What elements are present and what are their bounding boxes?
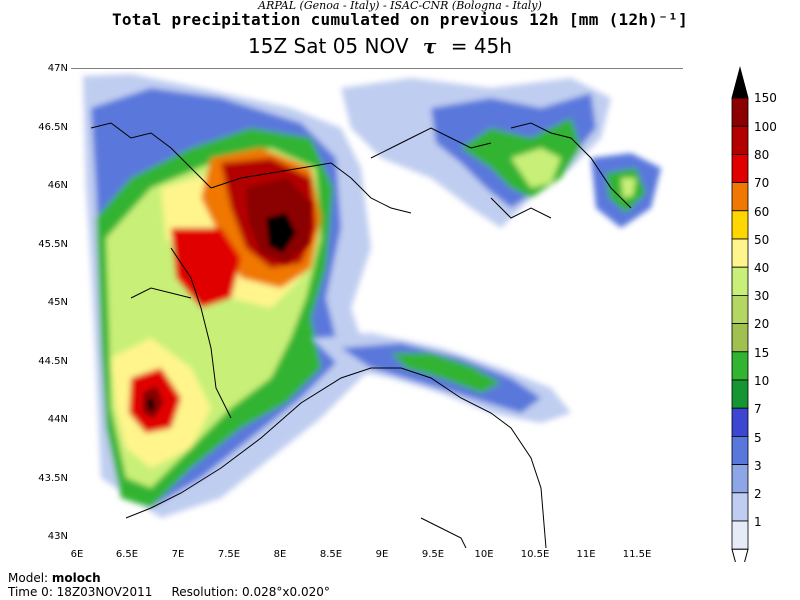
map-title: Total precipitation cumulated on previou… <box>111 10 689 29</box>
lat-label-44N: 44N <box>47 414 68 425</box>
colorbar-swatch <box>731 435 749 465</box>
colorbar-label-80: 80 <box>754 148 770 162</box>
colorbar-swatch <box>731 182 749 212</box>
lat-label-47N: 47N <box>47 63 68 74</box>
valid-time-line: 15Z Sat 05 NOV τ = 45h <box>0 34 760 58</box>
colorbar-swatch <box>731 210 749 240</box>
eastern-precipitation <box>311 78 661 423</box>
precipitation-core <box>143 178 311 418</box>
lat-label-45N: 45N <box>47 297 68 308</box>
colorbar-swatch <box>731 351 749 381</box>
model-line: Model: moloch <box>8 571 101 585</box>
lon-label-9.5E: 9.5E <box>421 549 445 560</box>
colorbar-swatch <box>731 154 749 184</box>
tau-value: = 45h <box>450 34 512 58</box>
time0: Time 0: 18Z03NOV2011 <box>8 585 153 599</box>
colorbar-top-arrow <box>731 66 749 99</box>
lon-label-10E: 10E <box>474 549 494 560</box>
colorbar-label-70: 70 <box>754 176 770 190</box>
colorbar-swatch <box>731 379 749 409</box>
lon-label-11.5E: 11.5E <box>622 549 652 560</box>
lon-label-8.5E: 8.5E <box>319 549 343 560</box>
colorbar-swatch <box>731 266 749 296</box>
lon-label-9E: 9E <box>375 549 389 560</box>
colorbar-label-60: 60 <box>754 205 770 219</box>
colorbar-label-15: 15 <box>754 346 770 360</box>
coastlines-borders <box>90 122 632 548</box>
colorbar-bottom-arrow <box>731 548 749 562</box>
colorbar-label-10: 10 <box>754 374 770 388</box>
model-name: moloch <box>51 571 101 585</box>
colorbar-label-100: 100 <box>754 120 777 134</box>
tau-symbol: τ <box>422 34 437 58</box>
colorbar-label-1: 1 <box>754 515 762 529</box>
colorbar-label-7: 7 <box>754 402 762 416</box>
colorbar-swatch <box>731 125 749 155</box>
model-label: Model: <box>8 571 49 585</box>
colorbar-swatch <box>731 238 749 268</box>
resolution: Resolution: 0.028°x0.020° <box>171 585 330 599</box>
colorbar-swatch <box>731 492 749 522</box>
colorbar-label-2: 2 <box>754 487 762 501</box>
colorbar-swatch <box>731 294 749 324</box>
lat-label-46N: 46N <box>47 180 68 191</box>
lon-label-10.5E: 10.5E <box>520 549 550 560</box>
valid-time: 15Z Sat 05 NOV <box>248 34 409 58</box>
colorbar-swatch <box>731 97 749 127</box>
colorbar-label-150: 150 <box>754 91 777 105</box>
lon-label-7.5E: 7.5E <box>217 549 241 560</box>
lat-label-46.5N: 46.5N <box>38 122 68 133</box>
lat-label-43.5N: 43.5N <box>38 473 68 484</box>
lat-label-45.5N: 45.5N <box>38 239 68 250</box>
lon-label-11E: 11E <box>576 549 596 560</box>
precipitation-map <box>71 68 683 548</box>
lon-label-8E: 8E <box>273 549 287 560</box>
colorbar-label-3: 3 <box>754 459 762 473</box>
colorbar-label-20: 20 <box>754 317 770 331</box>
colorbar-swatch <box>731 323 749 353</box>
colorbar-label-5: 5 <box>754 431 762 445</box>
colorbar-label-30: 30 <box>754 289 770 303</box>
colorbar-swatches <box>731 66 749 562</box>
lat-label-44.5N: 44.5N <box>38 356 68 367</box>
colorbar-swatch <box>731 464 749 494</box>
colorbar-swatch <box>731 407 749 437</box>
lon-label-6.5E: 6.5E <box>115 549 139 560</box>
colorbar <box>731 66 749 562</box>
agencies-line: ARPAL (Genoa - Italy) - ISAC-CNR (Bologn… <box>258 0 542 12</box>
colorbar-swatch <box>731 520 749 550</box>
colorbar-label-40: 40 <box>754 261 770 275</box>
lon-label-6E: 6E <box>70 549 84 560</box>
lon-label-7E: 7E <box>171 549 185 560</box>
lat-label-43N: 43N <box>47 531 68 542</box>
time-resolution-line: Time 0: 18Z03NOV2011 Resolution: 0.028°x… <box>8 585 330 599</box>
colorbar-label-50: 50 <box>754 233 770 247</box>
